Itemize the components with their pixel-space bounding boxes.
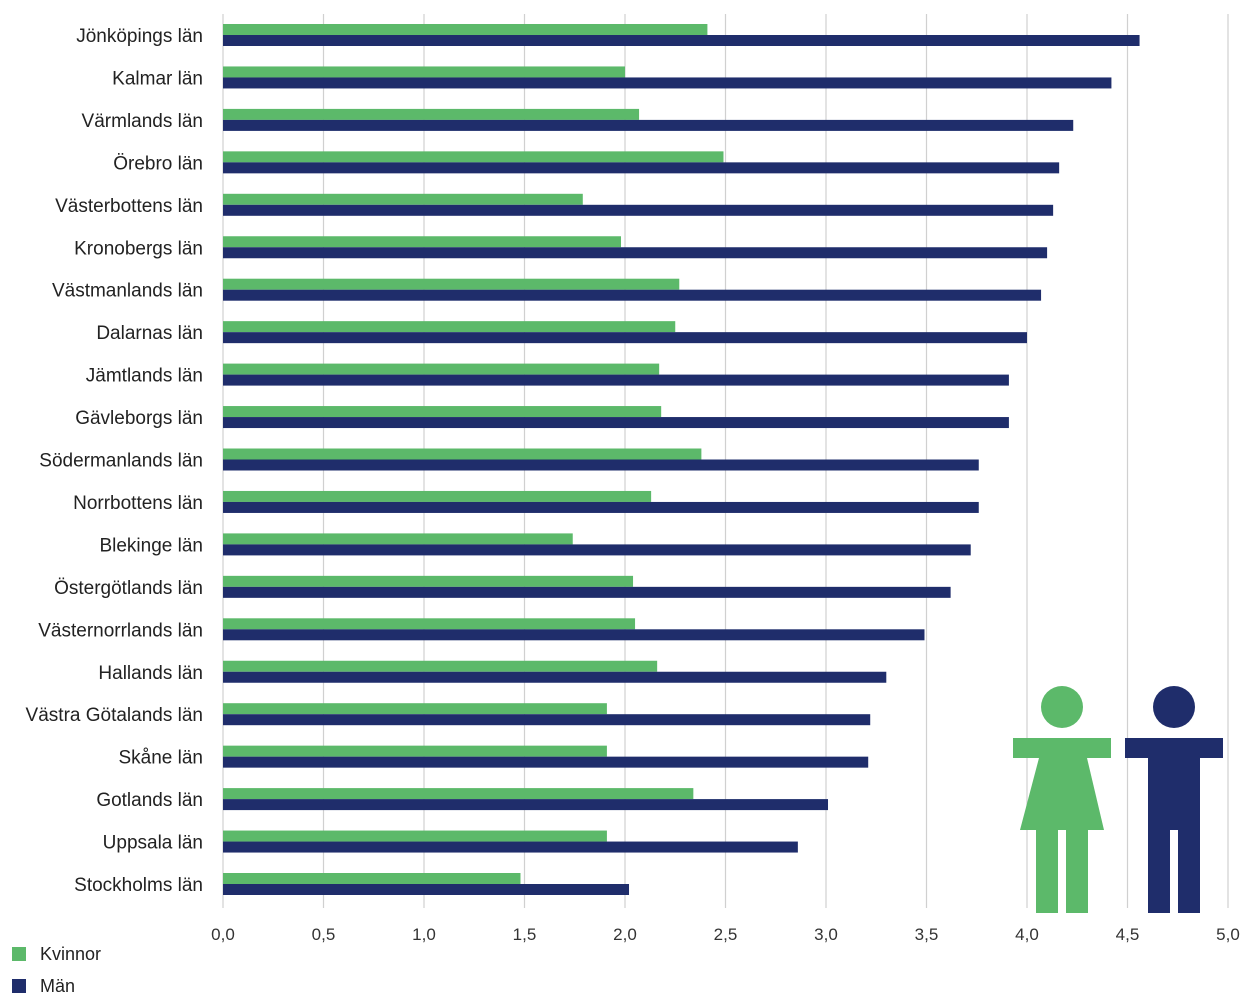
bar-man — [223, 289, 1042, 301]
x-tick-label: 0,5 — [312, 925, 336, 944]
bar-kvinnor — [223, 66, 625, 78]
category-labels: Jönköpings län Kalmar län Värmlands län Öre… — [26, 26, 203, 896]
x-tick-label: 5,0 — [1216, 925, 1240, 944]
category-label: Västmanlands län — [52, 281, 203, 302]
bar-man — [223, 629, 925, 641]
male-figure-icon — [1125, 686, 1223, 913]
bar-kvinnor — [223, 363, 660, 375]
bar-kvinnor — [223, 321, 676, 333]
category-label: Jämtlands län — [86, 366, 203, 387]
legend: Kvinnor Män — [12, 938, 101, 1002]
bar-kvinnor — [223, 830, 607, 842]
legend-swatch-man — [12, 979, 26, 993]
bar-kvinnor — [223, 193, 583, 205]
x-tick-label: 1,5 — [513, 925, 537, 944]
category-label: Västra Götalands län — [26, 705, 203, 726]
bar-kvinnor — [223, 660, 658, 672]
category-label: Stockholms län — [74, 875, 203, 896]
bar-kvinnor — [223, 745, 607, 757]
bar-kvinnor — [223, 151, 724, 163]
bar-man — [223, 77, 1112, 89]
legend-swatch-kvinnor — [12, 947, 26, 961]
bar-man — [223, 374, 1009, 386]
category-label: Uppsala län — [103, 833, 203, 854]
bar-man — [223, 841, 798, 853]
bar-kvinnor — [223, 788, 694, 800]
category-label: Gävleborgs län — [75, 408, 203, 429]
bar-kvinnor — [223, 703, 607, 715]
legend-item-man: Män — [12, 970, 101, 1002]
bar-man — [223, 884, 630, 895]
bar-kvinnor — [223, 24, 708, 35]
bar-man — [223, 35, 1140, 46]
x-tick-label: 3,0 — [814, 925, 838, 944]
bar-kvinnor — [223, 448, 702, 460]
x-axis-ticks: 0,0 0,5 1,0 1,5 2,0 2,5 3,0 3,5 4,0 4,5 5,0 — [211, 925, 1240, 944]
category-label: Dalarnas län — [96, 323, 203, 344]
bar-man — [223, 204, 1054, 216]
bar-man — [223, 586, 951, 598]
legend-label-man: Män — [40, 975, 76, 996]
bar-man — [223, 544, 971, 556]
legend-label-kvinnor: Kvinnor — [40, 943, 102, 964]
bar-man — [223, 756, 869, 768]
x-tick-label: 0,0 — [211, 925, 235, 944]
bar-kvinnor — [223, 108, 640, 120]
category-label: Örebro län — [113, 153, 203, 174]
bar-man — [223, 501, 979, 513]
bar-kvinnor — [223, 873, 521, 884]
x-tick-label: 4,5 — [1116, 925, 1140, 944]
x-tick-label: 2,0 — [613, 925, 637, 944]
bar-kvinnor — [223, 618, 636, 630]
bars — [223, 24, 1140, 895]
bar-man — [223, 459, 979, 471]
bar-kvinnor — [223, 575, 634, 587]
bar-man — [223, 671, 887, 683]
bar-man — [223, 417, 1009, 429]
bar-man — [223, 162, 1060, 174]
bar-man — [223, 247, 1048, 259]
x-tick-label: 3,5 — [915, 925, 939, 944]
female-figure-icon — [1013, 686, 1111, 913]
category-label: Kronobergs län — [74, 238, 203, 259]
category-label: Gotlands län — [96, 790, 203, 811]
bar-man — [223, 332, 1027, 344]
category-label: Norrbottens län — [73, 493, 203, 514]
category-label: Blekinge län — [99, 535, 203, 556]
x-tick-label: 2,5 — [714, 925, 738, 944]
x-tick-label: 1,0 — [412, 925, 436, 944]
category-label: Östergötlands län — [54, 578, 203, 599]
category-label: Skåne län — [118, 748, 203, 769]
category-label: Hallands län — [98, 663, 203, 684]
bar-kvinnor — [223, 278, 680, 290]
bar-kvinnor — [223, 406, 662, 418]
category-label: Västerbottens län — [55, 196, 203, 217]
bar-man — [223, 119, 1074, 131]
bar-man — [223, 714, 871, 726]
category-label: Värmlands län — [82, 111, 203, 132]
category-label: Södermanlands län — [39, 451, 203, 472]
legend-item-kvinnor: Kvinnor — [12, 938, 101, 970]
category-label: Västernorrlands län — [38, 620, 203, 641]
category-label: Jönköpings län — [76, 26, 203, 47]
bar-kvinnor — [223, 533, 573, 545]
bar-man — [223, 799, 829, 811]
bar-kvinnor — [223, 236, 621, 248]
x-tick-label: 4,0 — [1015, 925, 1039, 944]
category-label: Kalmar län — [112, 68, 203, 89]
bar-kvinnor — [223, 490, 652, 502]
